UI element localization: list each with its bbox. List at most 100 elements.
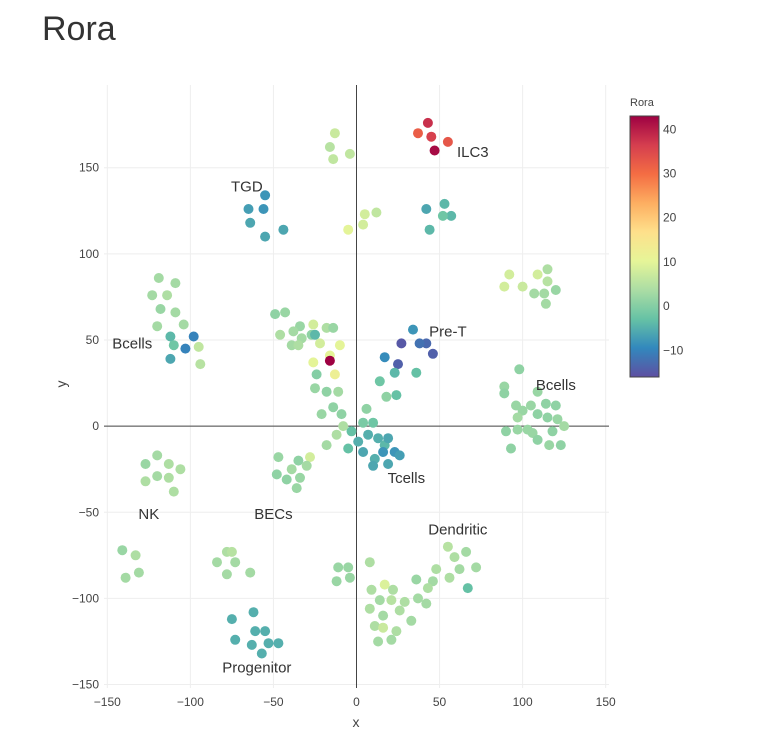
data-point	[195, 359, 206, 370]
data-point	[427, 576, 438, 587]
data-point	[442, 541, 453, 552]
data-point	[359, 209, 370, 220]
data-point	[517, 281, 528, 292]
data-point	[165, 331, 176, 342]
data-point	[334, 340, 345, 351]
data-point	[394, 605, 405, 616]
colorbar-tick-label: 10	[663, 255, 677, 269]
data-point	[363, 429, 374, 440]
data-point	[328, 402, 339, 413]
data-point	[544, 440, 555, 451]
data-point	[391, 390, 402, 401]
data-point	[260, 231, 271, 242]
data-point	[396, 338, 407, 349]
colorbar-tick-label: 40	[663, 122, 677, 136]
y-tick-label: 150	[79, 161, 99, 175]
data-point	[331, 429, 342, 440]
data-point	[152, 450, 163, 461]
data-point	[542, 276, 553, 287]
x-tick-label: 50	[433, 695, 447, 709]
y-tick-label: −100	[72, 591, 99, 605]
data-point	[414, 338, 425, 349]
data-point	[275, 329, 286, 340]
data-point	[293, 455, 304, 466]
data-point	[411, 367, 422, 378]
data-point	[439, 198, 450, 209]
data-point	[328, 322, 339, 333]
data-point	[437, 210, 448, 221]
data-point	[170, 278, 181, 289]
data-point	[444, 572, 455, 583]
data-point	[193, 341, 204, 352]
cluster-label: BECs	[254, 506, 292, 523]
data-point	[555, 440, 566, 451]
data-point	[152, 321, 163, 332]
data-point	[512, 412, 523, 423]
data-point	[361, 403, 372, 414]
data-point	[532, 386, 543, 397]
data-point	[366, 584, 377, 595]
data-point	[532, 434, 543, 445]
data-point	[260, 190, 271, 201]
data-point	[329, 369, 340, 380]
data-point	[427, 348, 438, 359]
data-point	[426, 131, 437, 142]
data-point	[338, 421, 349, 432]
data-point	[168, 486, 179, 497]
data-point	[120, 572, 131, 583]
data-point	[373, 636, 384, 647]
data-point	[499, 381, 510, 392]
colorbar-title: Rora	[630, 97, 655, 109]
data-point	[374, 595, 385, 606]
data-point	[175, 464, 186, 475]
colorbar-gradient	[629, 115, 660, 378]
data-point	[291, 483, 302, 494]
data-point	[221, 569, 232, 580]
data-point	[424, 224, 435, 235]
data-point	[378, 610, 389, 621]
data-point	[391, 626, 402, 637]
data-point	[406, 615, 417, 626]
x-axis-ticks: −150 −100 −50 0 50 100 150	[94, 695, 616, 709]
data-point	[499, 281, 510, 292]
data-point	[133, 567, 144, 578]
data-point	[288, 326, 299, 337]
data-point	[329, 128, 340, 139]
data-point	[413, 128, 423, 139]
data-point	[364, 557, 375, 568]
cluster-label: Pre-T	[429, 323, 467, 340]
cluster-label: NK	[138, 506, 159, 523]
colorbar-tick-label: 0	[663, 299, 670, 313]
data-point	[271, 469, 282, 480]
data-point	[525, 400, 536, 411]
data-point	[381, 391, 392, 402]
data-point	[408, 324, 418, 335]
data-point	[310, 383, 320, 394]
x-tick-label: −100	[177, 695, 204, 709]
data-point	[431, 564, 442, 575]
data-point	[422, 117, 433, 128]
data-point	[316, 409, 327, 420]
y-tick-label: −150	[72, 678, 99, 692]
data-point	[389, 367, 400, 378]
data-point	[308, 319, 319, 330]
cluster-label: Bcells	[536, 377, 576, 394]
data-point	[506, 443, 516, 454]
y-axis-ticks: −150 −100 −50 0 50 100 150	[72, 161, 99, 692]
data-point	[245, 567, 256, 578]
data-point	[188, 331, 199, 342]
data-point	[248, 607, 259, 618]
data-point	[429, 145, 440, 156]
data-point	[386, 595, 397, 606]
data-point	[140, 476, 151, 487]
data-point	[273, 638, 284, 649]
data-point	[358, 417, 369, 428]
data-point	[343, 443, 354, 454]
data-point	[162, 290, 173, 301]
data-point	[263, 638, 274, 649]
data-point	[152, 471, 163, 482]
data-point	[344, 572, 355, 583]
data-point	[230, 557, 241, 568]
data-point	[260, 626, 271, 637]
data-point	[308, 357, 319, 368]
